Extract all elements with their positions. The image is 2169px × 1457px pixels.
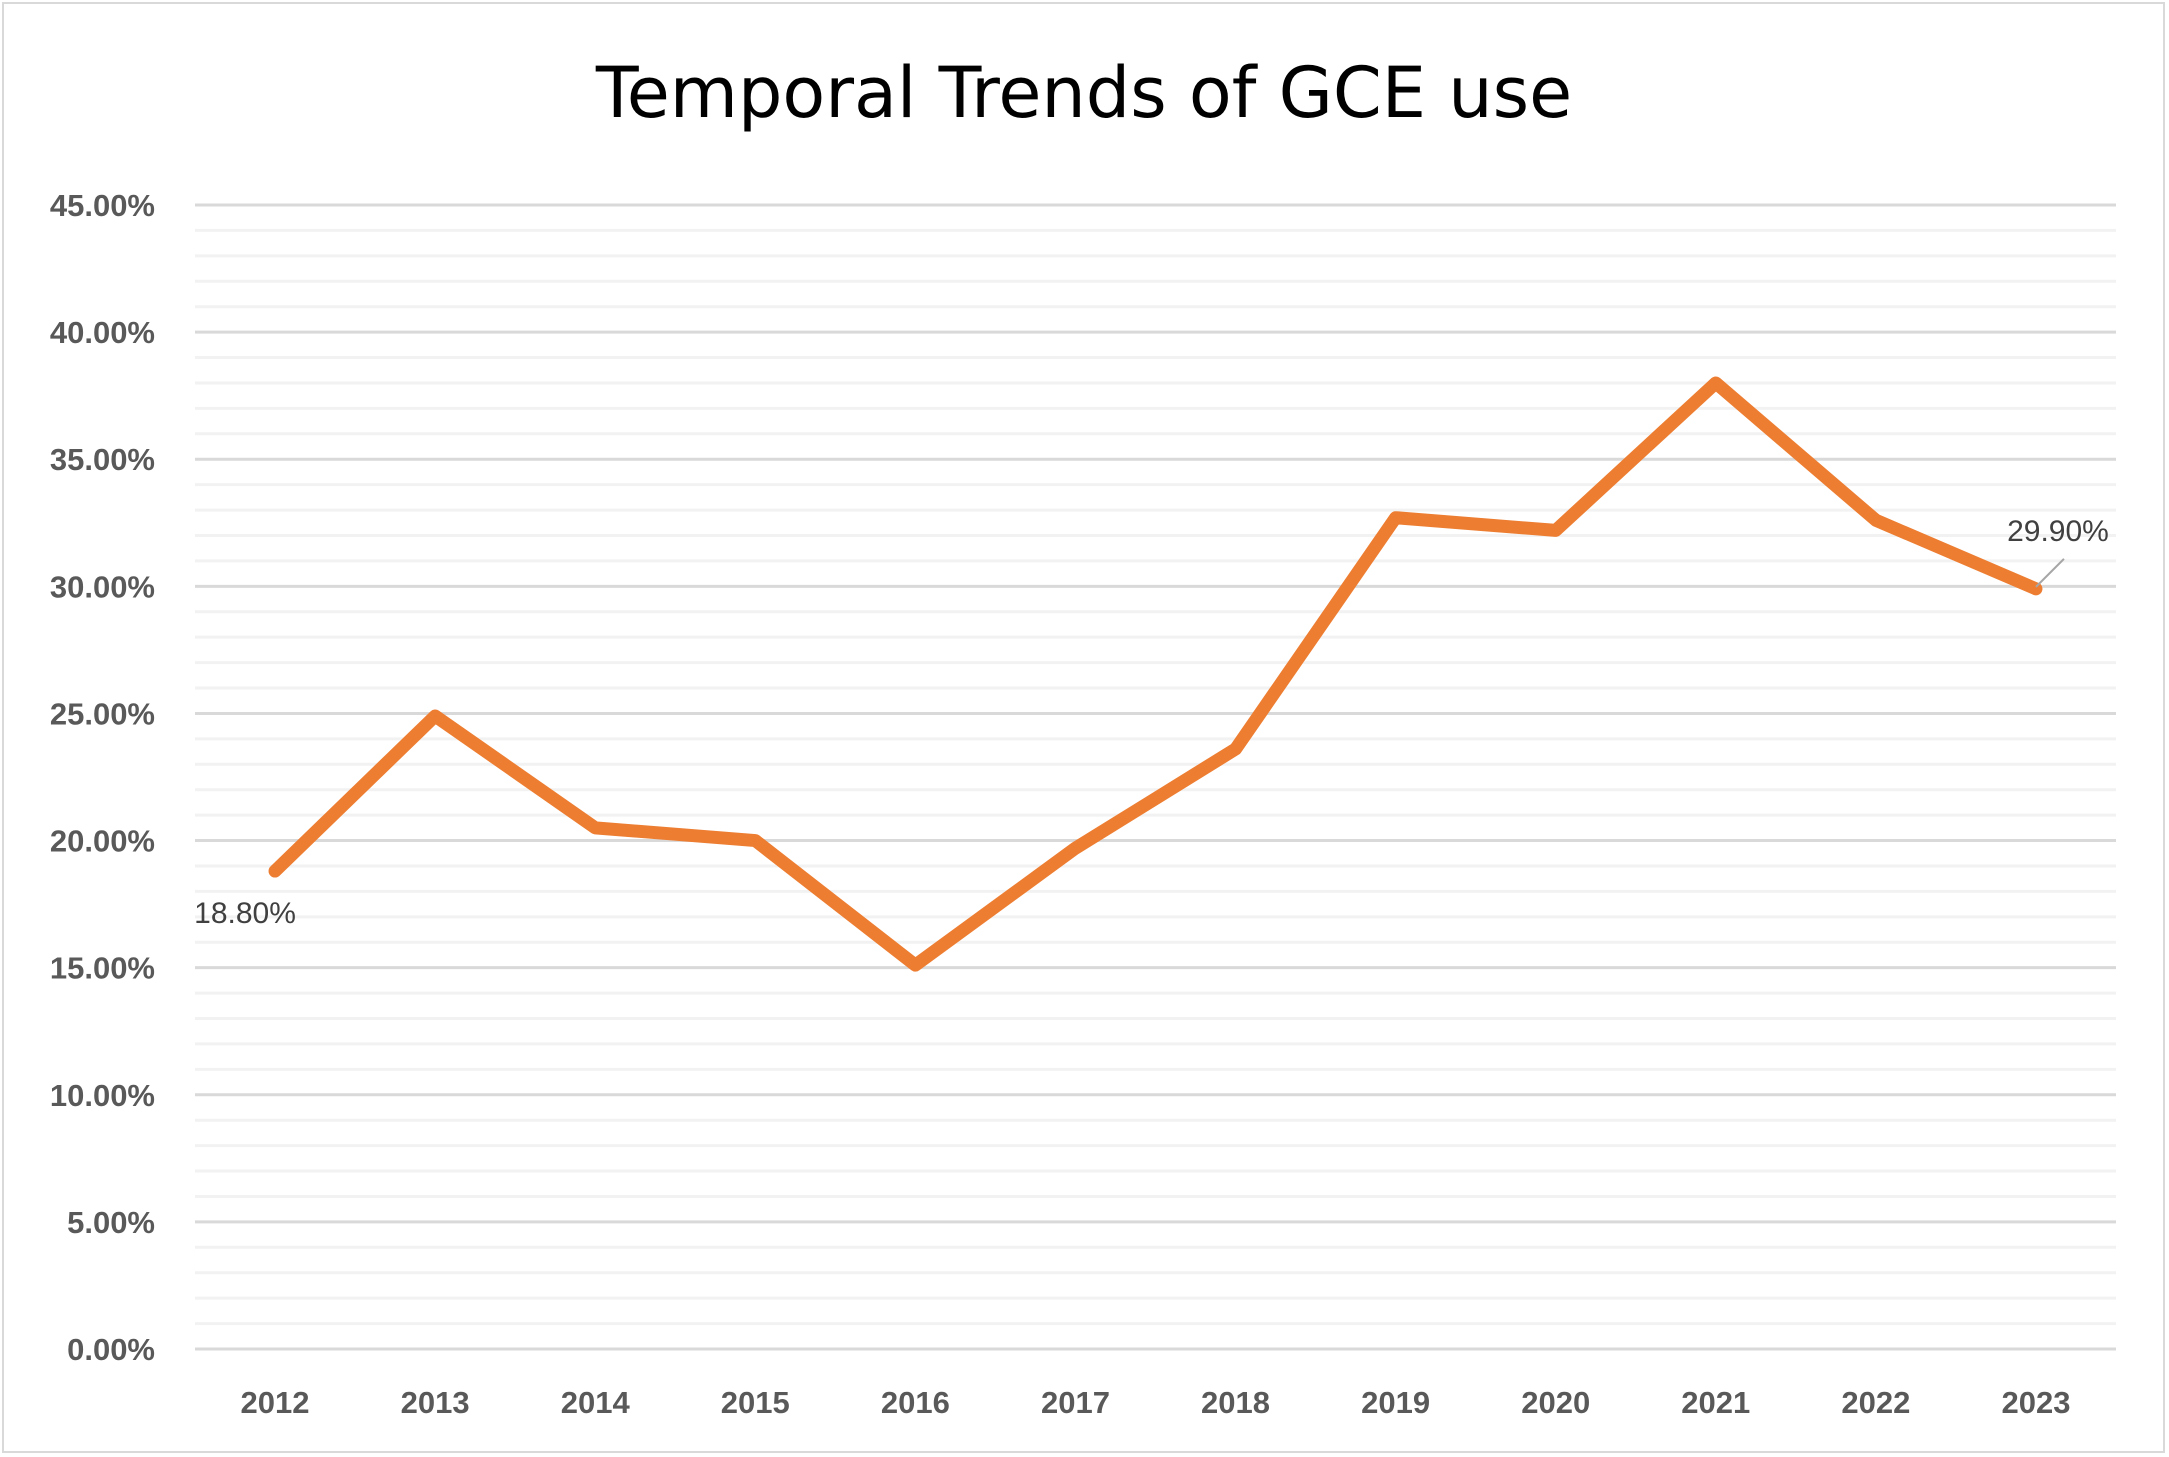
data-point (2034, 587, 2037, 590)
data-point (434, 714, 437, 717)
x-tick-label: 2019 (1361, 1385, 1430, 1420)
data-point (1074, 847, 1077, 850)
leader-line (2035, 558, 2065, 588)
data-label: 29.90% (2007, 515, 2109, 548)
y-tick-label: 45.00% (50, 188, 155, 223)
x-tick-label: 2013 (401, 1385, 470, 1420)
x-tick-label: 2020 (1521, 1385, 1590, 1420)
y-tick-label: 30.00% (50, 569, 155, 604)
data-point (1234, 748, 1237, 751)
y-tick-label: 20.00% (50, 824, 155, 859)
y-tick-label: 0.00% (67, 1332, 155, 1367)
x-tick-label: 2017 (1041, 1385, 1110, 1420)
series-layer (268, 376, 2043, 972)
x-axis-ticks: 2012 2013 2014 2015 2016 2017 2018 2019 2020 2021… (241, 1385, 2071, 1420)
data-point (914, 964, 917, 967)
y-tick-label: 35.00% (50, 442, 155, 477)
x-tick-label: 2018 (1201, 1385, 1270, 1420)
y-tick-label: 25.00% (50, 696, 155, 731)
x-tick-label: 2023 (2001, 1385, 2070, 1420)
series-line (268, 376, 2043, 972)
chart-title: Temporal Trends of GCE use (595, 52, 1572, 134)
y-tick-label: 10.00% (50, 1078, 155, 1113)
x-tick-label: 2021 (1681, 1385, 1750, 1420)
gridlines (195, 203, 2116, 1351)
data-labels: 18.80% 29.90% (194, 515, 2109, 930)
x-tick-label: 2016 (881, 1385, 950, 1420)
y-tick-label: 15.00% (50, 951, 155, 986)
y-tick-label: 40.00% (50, 315, 155, 350)
data-point (1554, 529, 1557, 532)
y-tick-label: 5.00% (67, 1205, 155, 1240)
x-tick-label: 2022 (1841, 1385, 1910, 1420)
data-point (754, 839, 757, 842)
data-point (1394, 516, 1397, 519)
data-label: 18.80% (194, 897, 296, 930)
data-point (1714, 381, 1717, 384)
x-tick-label: 2014 (561, 1385, 631, 1420)
y-axis-ticks: 0.00% 5.00% 10.00% 15.00% 20.00% 25.00% 30.00%… (50, 188, 155, 1367)
x-tick-label: 2012 (241, 1385, 310, 1420)
x-tick-label: 2015 (721, 1385, 790, 1420)
data-point (274, 870, 277, 873)
data-point (1874, 519, 1877, 522)
data-point (594, 826, 597, 829)
